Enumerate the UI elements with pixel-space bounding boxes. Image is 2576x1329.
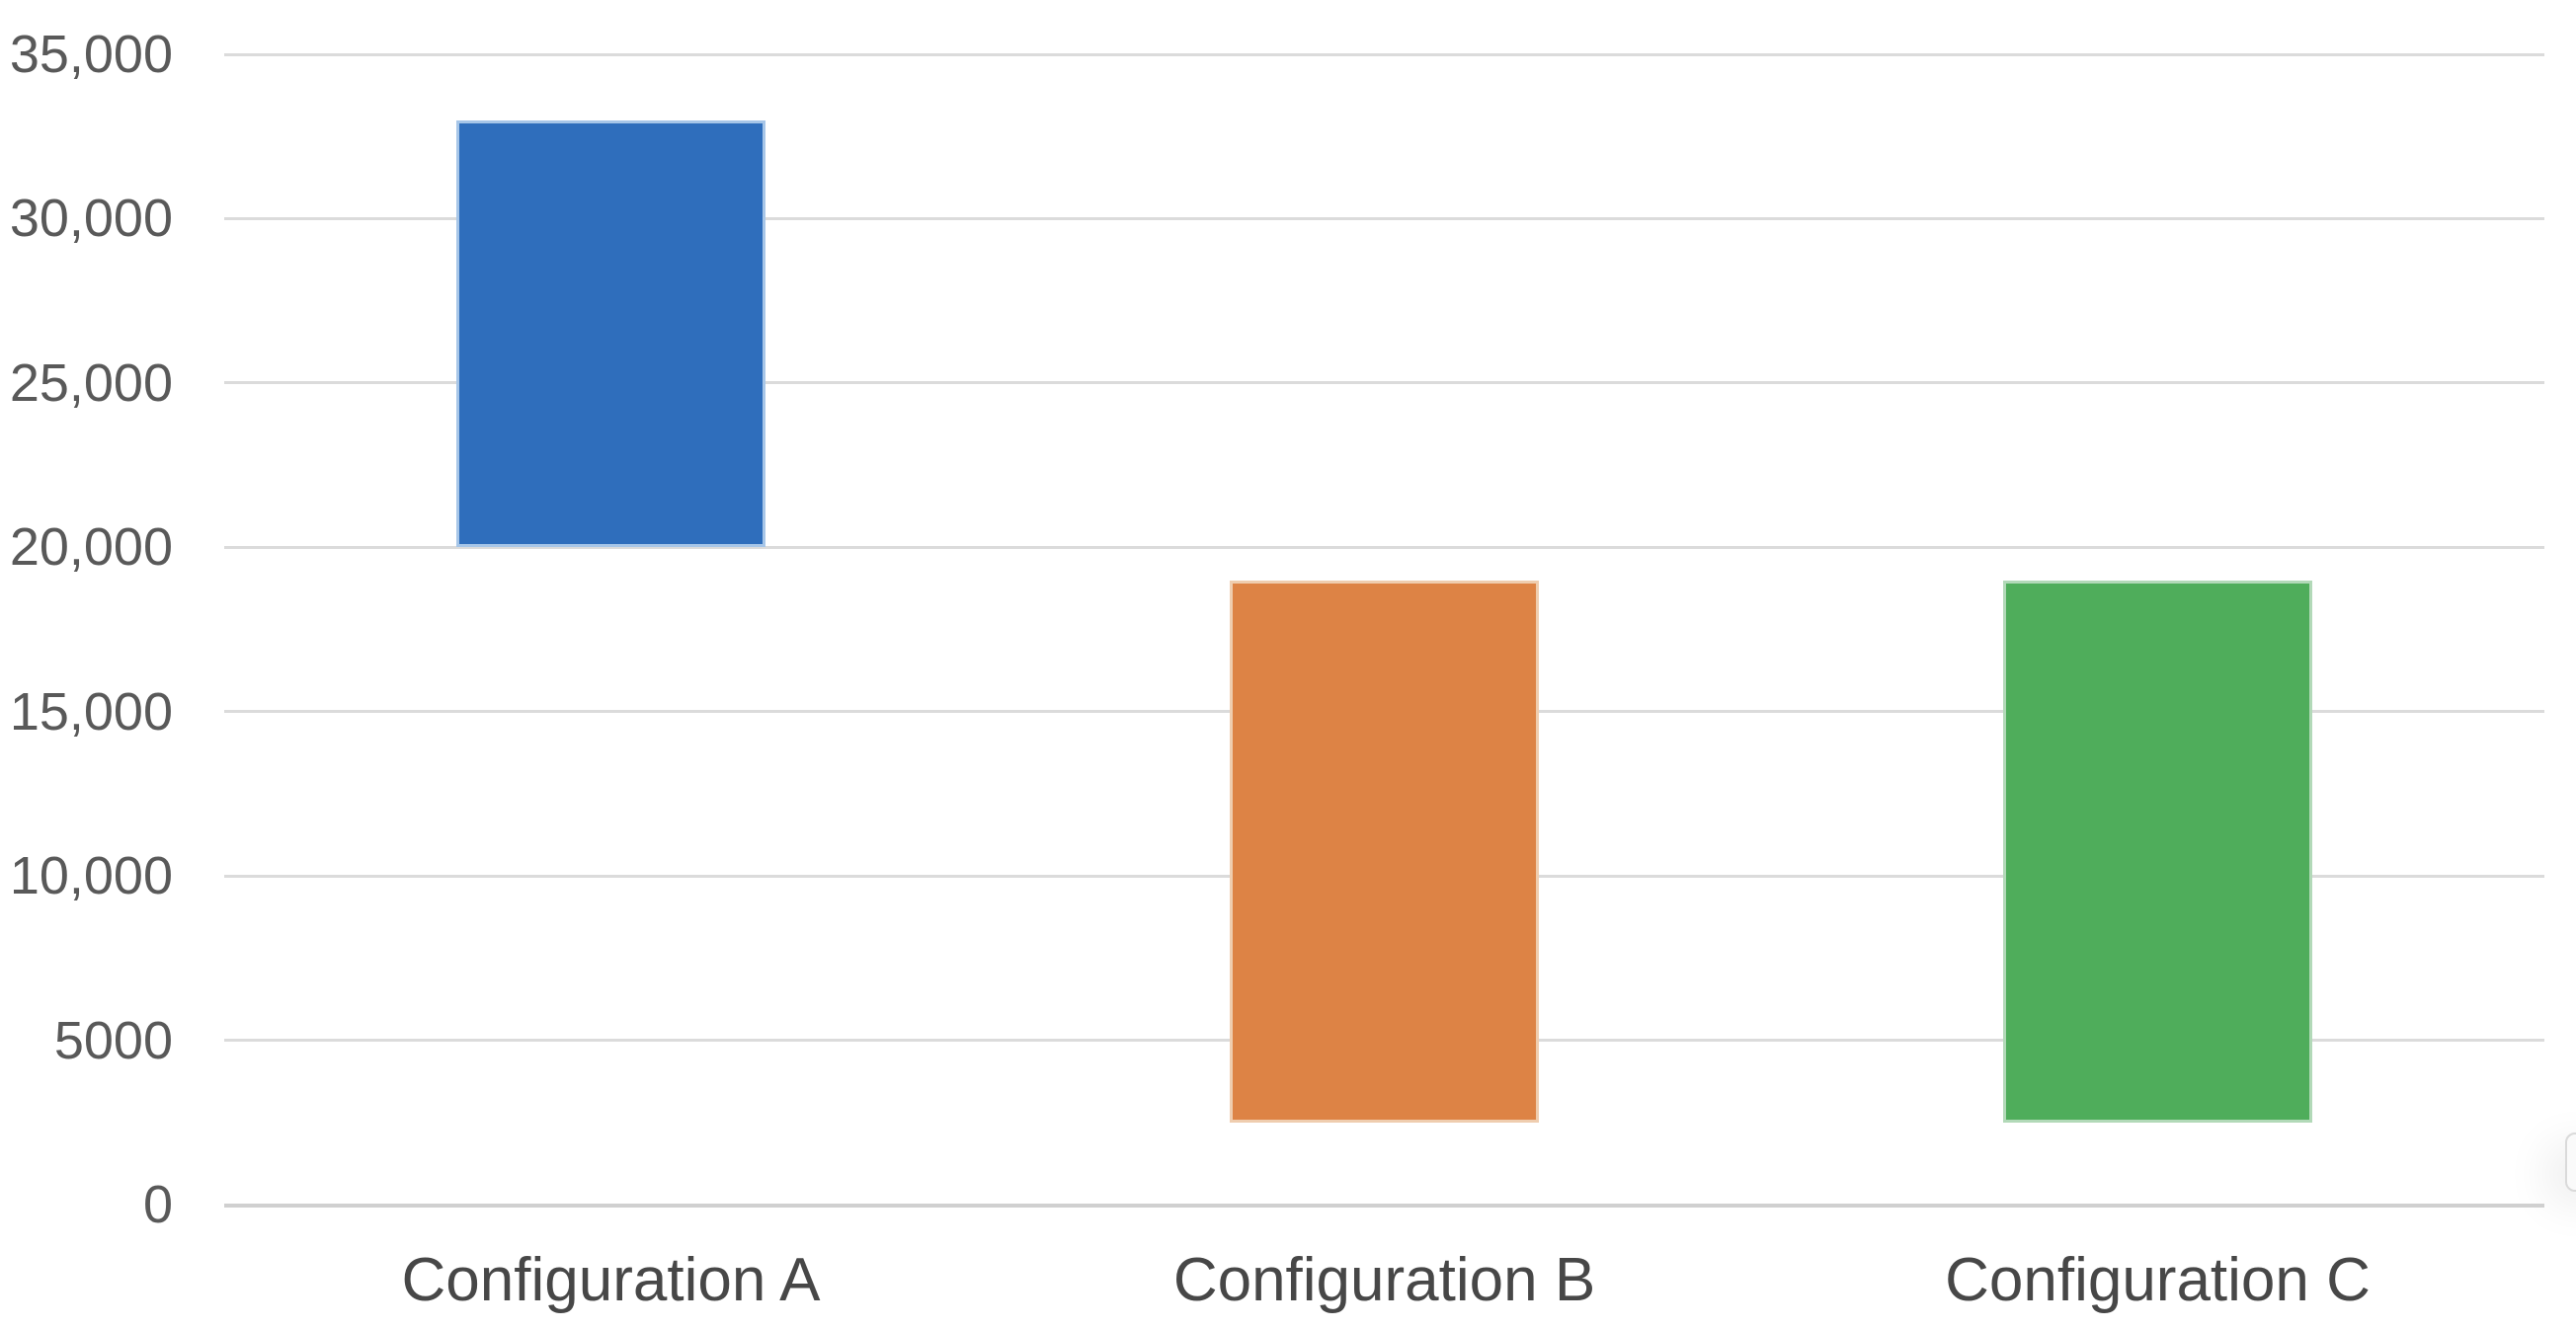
y-tick-label: 30,000 (9, 189, 173, 249)
bar-configuration-b (1230, 580, 1539, 1123)
gridline (224, 381, 2544, 385)
category-label-configuration-b: Configuration B (1172, 1246, 1596, 1314)
category-label-configuration-c: Configuration C (1945, 1246, 2371, 1314)
category-label-configuration-a: Configuration A (401, 1246, 821, 1314)
y-tick-label: 20,000 (9, 517, 173, 578)
bar-configuration-c (2003, 580, 2312, 1123)
y-tick-label: 35,000 (9, 25, 173, 84)
y-tick-label: 5000 (53, 1010, 173, 1070)
gridline (224, 216, 2544, 220)
clipped-ui-element (2565, 1133, 2576, 1192)
x-axis-line (224, 1203, 2544, 1208)
y-tick-label: 0 (142, 1175, 173, 1234)
gridline (224, 545, 2544, 549)
y-tick-label: 25,000 (9, 352, 173, 413)
gridline (224, 52, 2544, 56)
y-tick-label: 15,000 (9, 681, 173, 742)
bar-configuration-a (456, 119, 765, 548)
y-tick-label: 10,000 (9, 846, 173, 906)
